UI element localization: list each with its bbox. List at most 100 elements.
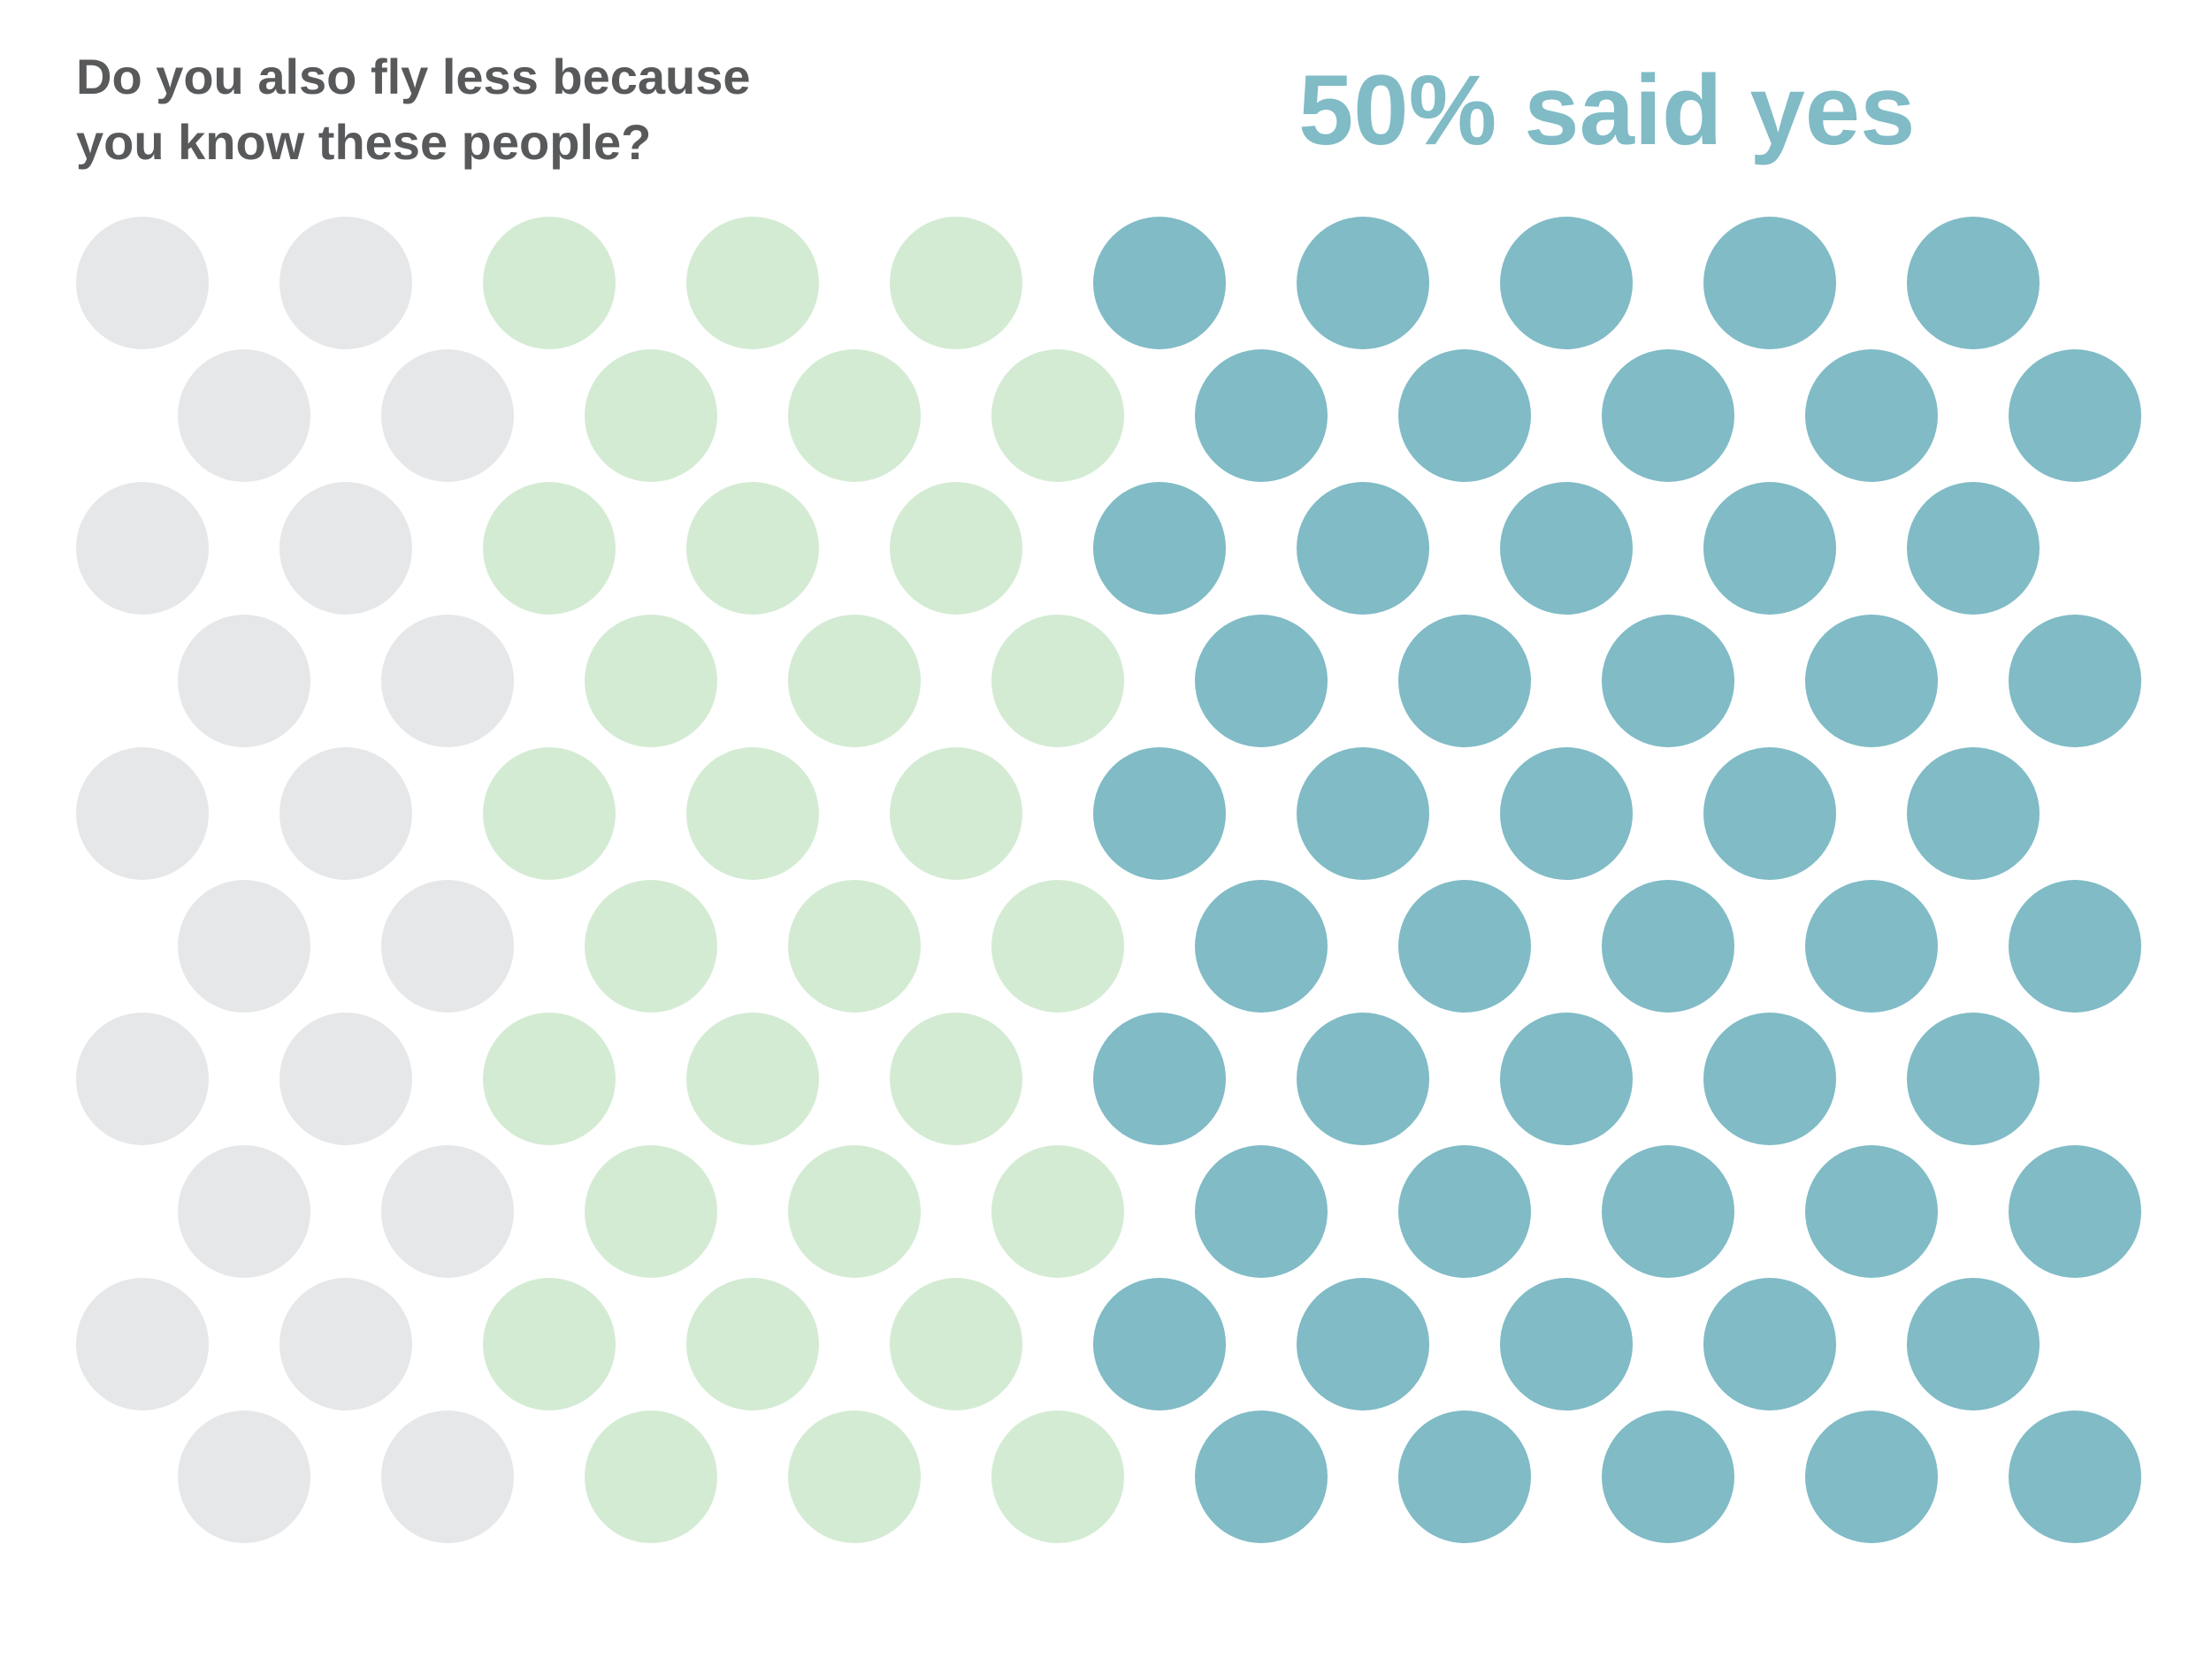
dot-r6-c7 — [1398, 880, 1531, 1013]
dot-r2-c9 — [1805, 349, 1938, 482]
dot-r3-c5 — [890, 482, 1022, 615]
dot-r2-c3 — [585, 349, 717, 482]
dot-r10-c6 — [1195, 1411, 1328, 1543]
dot-r7-c2 — [279, 1013, 412, 1145]
dot-r10-c8 — [1602, 1411, 1734, 1543]
dot-r2-c8 — [1602, 349, 1734, 482]
dot-r6-c10 — [2009, 880, 2141, 1013]
dot-r3-c7 — [1297, 482, 1429, 615]
dot-r4-c9 — [1805, 615, 1938, 747]
question-line-1: Do you also fly less because — [76, 49, 751, 104]
dot-r7-c4 — [686, 1013, 819, 1145]
dot-r6-c4 — [788, 880, 921, 1013]
dot-r3-c4 — [686, 482, 819, 615]
dot-r5-c1 — [76, 747, 209, 880]
dot-r1-c5 — [890, 217, 1022, 349]
dot-r1-c2 — [279, 217, 412, 349]
dot-r9-c2 — [279, 1278, 412, 1411]
dot-r1-c10 — [1907, 217, 2040, 349]
dot-r6-c3 — [585, 880, 717, 1013]
dot-r8-c5 — [991, 1145, 1124, 1278]
dot-r1-c8 — [1500, 217, 1633, 349]
dot-r10-c3 — [585, 1411, 717, 1543]
dot-r1-c9 — [1703, 217, 1836, 349]
dot-r8-c2 — [381, 1145, 514, 1278]
dot-r8-c9 — [1805, 1145, 1938, 1278]
dot-r3-c8 — [1500, 482, 1633, 615]
dot-r3-c2 — [279, 482, 412, 615]
dot-r4-c1 — [178, 615, 310, 747]
dot-r2-c10 — [2009, 349, 2141, 482]
dot-r8-c1 — [178, 1145, 310, 1278]
dot-r9-c1 — [76, 1278, 209, 1411]
dot-r7-c10 — [1907, 1013, 2040, 1145]
dot-r4-c6 — [1195, 615, 1328, 747]
dot-r2-c5 — [991, 349, 1124, 482]
dot-r10-c2 — [381, 1411, 514, 1543]
dot-r3-c3 — [483, 482, 616, 615]
dot-r8-c4 — [788, 1145, 921, 1278]
dot-r6-c5 — [991, 880, 1124, 1013]
dot-r10-c9 — [1805, 1411, 1938, 1543]
dot-r4-c10 — [2009, 615, 2141, 747]
dot-r1-c7 — [1297, 217, 1429, 349]
dot-r7-c6 — [1093, 1013, 1226, 1145]
dot-r9-c7 — [1297, 1278, 1429, 1411]
dot-r4-c5 — [991, 615, 1124, 747]
dot-r4-c3 — [585, 615, 717, 747]
dot-r7-c3 — [483, 1013, 616, 1145]
dot-r1-c3 — [483, 217, 616, 349]
dot-r5-c3 — [483, 747, 616, 880]
dot-r4-c4 — [788, 615, 921, 747]
dot-r7-c1 — [76, 1013, 209, 1145]
dot-r9-c6 — [1093, 1278, 1226, 1411]
dot-r2-c2 — [381, 349, 514, 482]
dot-r4-c2 — [381, 615, 514, 747]
dot-r9-c8 — [1500, 1278, 1633, 1411]
dot-r6-c8 — [1602, 880, 1734, 1013]
dot-r5-c8 — [1500, 747, 1633, 880]
dot-r2-c4 — [788, 349, 921, 482]
dot-r10-c7 — [1398, 1411, 1531, 1543]
dot-r7-c8 — [1500, 1013, 1633, 1145]
dot-r10-c1 — [178, 1411, 310, 1543]
dot-r7-c7 — [1297, 1013, 1429, 1145]
dot-r6-c9 — [1805, 880, 1938, 1013]
dot-r5-c2 — [279, 747, 412, 880]
dot-r2-c1 — [178, 349, 310, 482]
dot-r8-c3 — [585, 1145, 717, 1278]
dot-r6-c1 — [178, 880, 310, 1013]
dot-r5-c10 — [1907, 747, 2040, 880]
dot-r5-c7 — [1297, 747, 1429, 880]
dot-r10-c10 — [2009, 1411, 2141, 1543]
dot-r9-c3 — [483, 1278, 616, 1411]
dot-r5-c5 — [890, 747, 1022, 880]
dot-r8-c8 — [1602, 1145, 1734, 1278]
dot-r9-c10 — [1907, 1278, 2040, 1411]
dot-r5-c9 — [1703, 747, 1836, 880]
dot-r9-c5 — [890, 1278, 1022, 1411]
dot-r1-c1 — [76, 217, 209, 349]
dot-r9-c4 — [686, 1278, 819, 1411]
dot-r3-c6 — [1093, 482, 1226, 615]
dot-r3-c10 — [1907, 482, 2040, 615]
dot-r3-c9 — [1703, 482, 1836, 615]
dot-r7-c5 — [890, 1013, 1022, 1145]
dot-r8-c7 — [1398, 1145, 1531, 1278]
dot-r1-c4 — [686, 217, 819, 349]
headline: 50% said yes — [1298, 55, 1916, 165]
question-line-2: you know these people? — [76, 114, 652, 170]
dot-r4-c8 — [1602, 615, 1734, 747]
dot-r6-c2 — [381, 880, 514, 1013]
dot-r8-c6 — [1195, 1145, 1328, 1278]
question-title: Do you also fly less because you know th… — [76, 44, 872, 175]
dot-r6-c6 — [1195, 880, 1328, 1013]
dot-r9-c9 — [1703, 1278, 1836, 1411]
dot-r10-c5 — [991, 1411, 1124, 1543]
dot-r7-c9 — [1703, 1013, 1836, 1145]
dot-r2-c7 — [1398, 349, 1531, 482]
dot-r10-c4 — [788, 1411, 921, 1543]
dot-r4-c7 — [1398, 615, 1531, 747]
dot-r5-c4 — [686, 747, 819, 880]
